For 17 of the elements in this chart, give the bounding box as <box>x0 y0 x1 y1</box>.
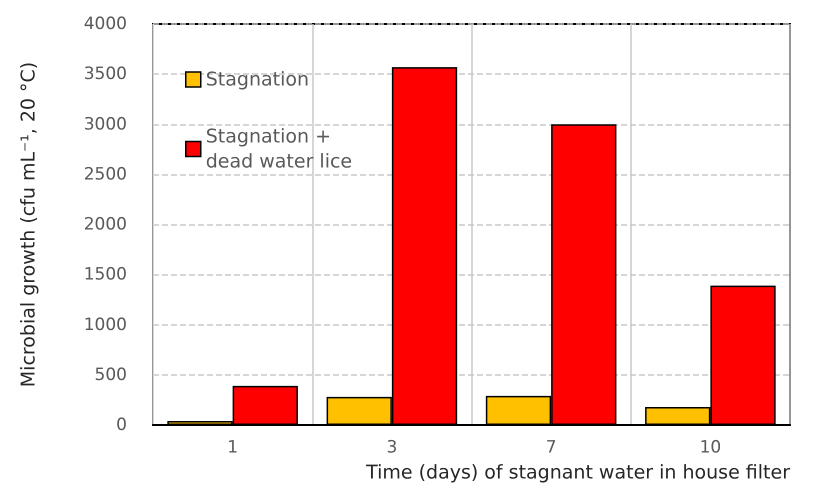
y-tick-label: 0 <box>116 415 127 435</box>
y-tick-label: 4000 <box>84 14 127 34</box>
y-tick-label: 2000 <box>84 214 127 234</box>
y-tick-label: 3000 <box>84 114 127 134</box>
x-tick-label: 10 <box>700 438 722 458</box>
y-tick-label: 1000 <box>84 314 127 335</box>
x-tick-label: 7 <box>546 438 557 458</box>
y-tick-label: 500 <box>94 364 127 385</box>
legend-label: Stagnation <box>206 68 310 90</box>
x-tick-label: 3 <box>386 438 398 458</box>
y-tick-label: 2500 <box>84 164 127 184</box>
x-tick-label: 1 <box>227 438 238 458</box>
y-axis-title: Microbial growth (cfu mL⁻¹, 20 °C) <box>18 62 40 388</box>
y-tick-label: 1500 <box>84 264 127 285</box>
legend-label: Stagnation + dead water lice <box>206 126 352 172</box>
x-axis-title: Time (days) of stagnant water in house filter <box>365 462 790 484</box>
y-tick-label: 3500 <box>84 64 127 84</box>
